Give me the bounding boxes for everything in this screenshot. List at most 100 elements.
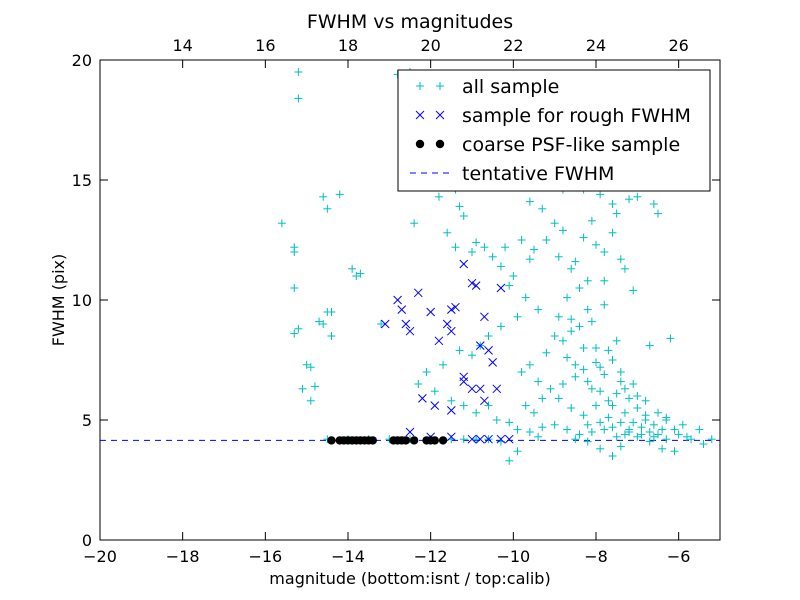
all-sample-point-163: [571, 360, 580, 369]
legend-label-all-sample: all sample: [462, 76, 559, 98]
all-sample-point-19: [335, 190, 344, 199]
x-b: [459, 259, 469, 269]
rough-sample-point-30: [446, 432, 456, 442]
all-sample-point-20: [323, 204, 332, 213]
rough-sample-point-10: [451, 302, 460, 312]
legend-label-tentative: tentative FWHM: [462, 163, 614, 185]
all-sample-point-43: [530, 245, 538, 254]
all-sample-point-59: [620, 264, 629, 273]
all-sample-point-98: [674, 430, 683, 439]
x-b: [475, 434, 485, 444]
x-axis-label: magnitude (bottom:isnt / top:calib): [269, 569, 550, 588]
all-sample-point-157: [579, 411, 588, 420]
x-b: [467, 278, 477, 288]
y-tick-label-1: 5: [82, 411, 92, 430]
all-sample-point-84: [505, 418, 514, 427]
y-tick-label-0: 0: [82, 531, 92, 550]
x-tick-label-2: −16: [248, 547, 282, 566]
all-sample-point-4: [290, 248, 299, 256]
top-tick-label-6: 26: [668, 36, 688, 55]
all-sample-point-93: [612, 432, 621, 441]
all-sample-point-58: [629, 286, 638, 295]
all-sample-point-78: [430, 387, 439, 396]
x-b: [467, 384, 477, 394]
all-sample-point-16: [327, 308, 336, 316]
all-sample-point-70: [496, 322, 505, 331]
all-sample-point-2: [277, 219, 286, 228]
all-sample-point-164: [583, 377, 592, 386]
all-sample-point-13: [315, 317, 324, 326]
rough-sample-point-6: [426, 307, 436, 317]
all-sample-point-82: [484, 401, 493, 410]
all-sample-point-61: [600, 276, 609, 285]
all-sample-point-56: [666, 334, 675, 343]
x-tick-label-3: −14: [331, 547, 365, 566]
all-sample-point-133: [571, 372, 580, 381]
all-sample-point-18: [319, 192, 328, 201]
all-sample-point-81: [472, 408, 481, 417]
rough-sample-point-31: [467, 434, 477, 444]
rough-sample-point-22: [480, 396, 489, 406]
all-sample-point-64: [554, 252, 563, 261]
legend-markers: [410, 82, 450, 174]
all-sample-point-22: [352, 272, 361, 280]
rough-sample-point-12: [467, 278, 477, 288]
all-sample-point-39: [501, 243, 510, 252]
all-sample-point-80: [459, 401, 468, 410]
x-b: [492, 384, 502, 394]
top-tick-label-2: 18: [338, 36, 358, 55]
x-tick-label-5: −10: [496, 547, 530, 566]
all-sample-point-195: [645, 437, 654, 446]
rough-sample-point-28: [446, 305, 456, 314]
all-sample-point-66: [534, 305, 543, 314]
x-tick-label-0: −20: [83, 547, 117, 566]
all-sample-point-11: [310, 382, 319, 391]
all-sample-point-75: [439, 360, 448, 369]
all-sample-point-149: [637, 423, 646, 432]
all-sample-point-95: [637, 430, 646, 439]
all-sample-point-140: [600, 370, 609, 379]
y-tick-label-4: 20: [72, 51, 92, 70]
all-sample-point-153: [654, 430, 662, 439]
x-b: [451, 302, 460, 312]
all-sample-point-50: [596, 190, 605, 199]
all-sample-point-14: [319, 320, 328, 328]
rough-sample-point-5: [405, 326, 415, 336]
all-sample-point-159: [604, 413, 613, 422]
legend-marker-all-sample-a: [416, 82, 424, 90]
all-sample-point-111: [534, 432, 543, 441]
x-tick-label-4: −12: [414, 547, 448, 566]
all-sample-point-174: [554, 312, 563, 321]
rough-sample-point-2: [397, 305, 407, 314]
all-sample-point-144: [616, 377, 625, 386]
all-sample-point-170: [575, 284, 584, 292]
all-sample-point-108: [596, 444, 605, 453]
all-sample-point-183: [662, 416, 671, 424]
top-tick-label-5: 24: [586, 36, 606, 55]
all-sample-point-199: [592, 240, 600, 249]
all-sample-point-73: [468, 351, 476, 360]
all-sample-point-30: [455, 202, 464, 211]
x-b: [496, 434, 506, 444]
all-sample-point-17: [327, 332, 336, 340]
legend-label-rough-sample: sample for rough FWHM: [462, 105, 691, 127]
x-tick-label-1: −18: [166, 547, 200, 566]
all-sample-point-127: [534, 377, 543, 386]
all-sample-point-42: [525, 255, 534, 264]
all-sample-point-99: [687, 435, 696, 444]
all-sample-point-103: [678, 420, 687, 429]
all-sample-point-71: [484, 332, 493, 340]
all-sample-point-168: [633, 392, 642, 400]
all-sample-point-37: [488, 252, 497, 261]
all-sample-point-165: [596, 387, 605, 396]
x-b: [401, 319, 411, 329]
all-sample-point-160: [616, 418, 625, 427]
all-sample-point-146: [625, 394, 634, 403]
all-sample-point-8: [302, 360, 311, 369]
all-sample-point-179: [616, 368, 625, 376]
all-sample-point-162: [558, 380, 567, 388]
rough-sample-point-33: [484, 434, 493, 444]
rough-sample-point-13: [471, 281, 481, 290]
all-sample-point-28: [434, 192, 443, 201]
